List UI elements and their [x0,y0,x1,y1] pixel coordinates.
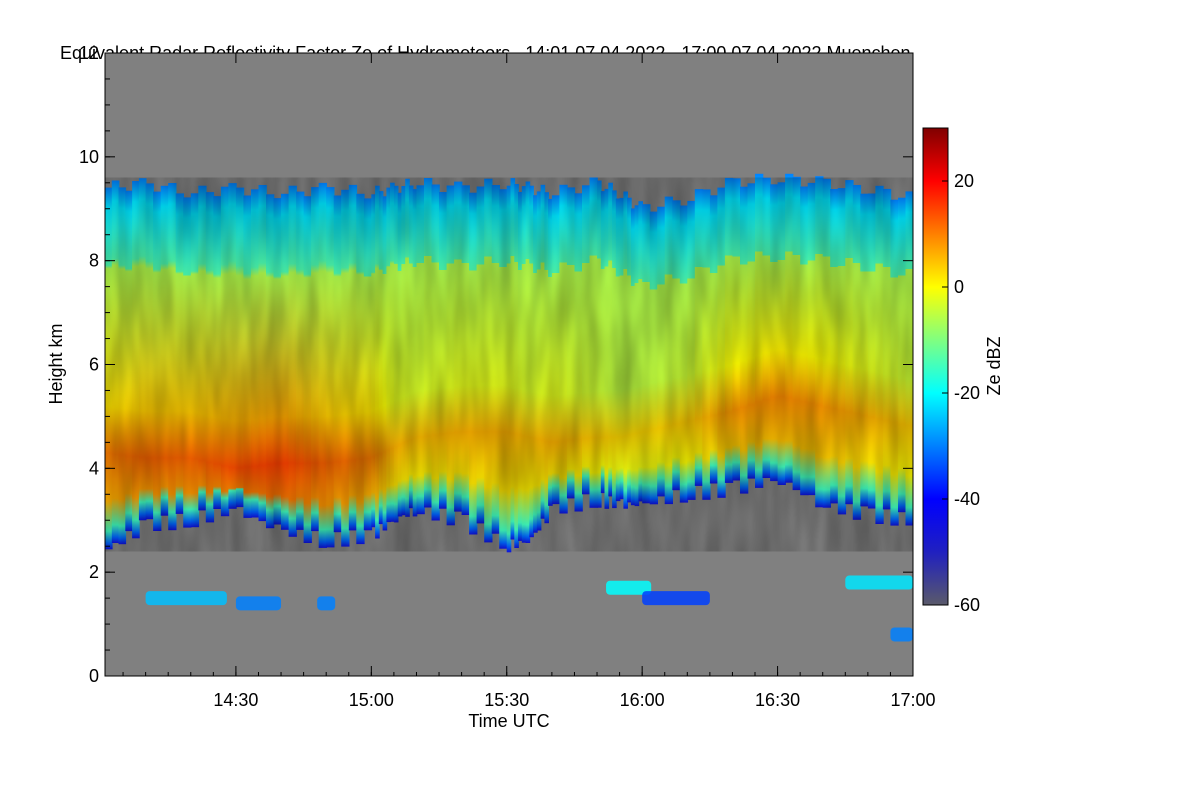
x-tick-label: 17:00 [890,690,935,710]
y-tick-label: 4 [89,458,99,478]
x-tick-label: 14:30 [213,690,258,710]
y-tick-label: 10 [79,147,99,167]
low-echo [235,596,282,611]
echo-layer [105,173,913,642]
echo-texture [105,177,913,552]
low-echo [890,627,913,642]
x-tick-label: 15:30 [484,690,529,710]
colorbar-tick-label: 0 [954,277,964,297]
low-echo [145,591,227,606]
y-tick-label: 2 [89,562,99,582]
low-echo [845,575,913,590]
low-echo [642,591,710,606]
plot-area [104,52,914,677]
y-tick-label: 8 [89,251,99,271]
colorbar: -60 -40 -20 0 20 Ze dBZ [922,127,1004,615]
colorbar-tick-label: -40 [954,489,980,509]
x-axis: 14:30 15:00 15:30 16:00 16:30 17:00 [122,53,936,710]
x-tick-label: 16:30 [755,690,800,710]
y-tick-label: 12 [79,43,99,63]
colorbar-label: Ze dBZ [984,336,1004,395]
colorbar-tick-label: -20 [954,383,980,403]
colorbar-tick-label: -60 [954,595,980,615]
low-echo [317,596,336,611]
colorbar-scale [922,127,949,606]
low-echo [606,580,652,595]
y-axis-label: Height km [46,323,66,404]
y-tick-label: 0 [89,666,99,686]
colorbar-ticks: -60 -40 -20 0 20 [942,171,980,615]
colorbar-tick-label: 20 [954,171,974,191]
y-tick-label: 6 [89,355,99,375]
x-tick-label: 15:00 [349,690,394,710]
x-tick-label: 16:00 [620,690,665,710]
y-axis: 0 2 4 6 8 10 12 [79,43,913,686]
x-axis-label: Time UTC [468,711,549,731]
